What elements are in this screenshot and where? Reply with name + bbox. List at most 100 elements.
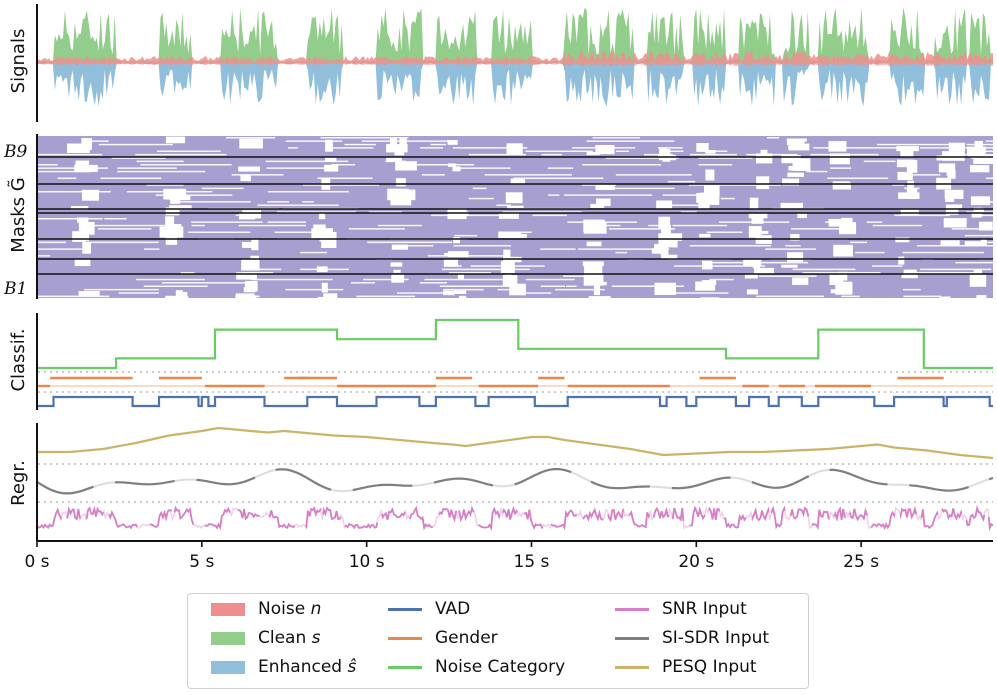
mask-streak bbox=[756, 295, 825, 298]
mask-patch bbox=[323, 293, 338, 306]
mask-streak bbox=[86, 224, 177, 227]
mask-patch bbox=[658, 233, 683, 241]
mask-patch bbox=[325, 157, 337, 162]
mask-patch bbox=[842, 222, 849, 228]
mask-patch bbox=[586, 152, 600, 156]
mask-streak bbox=[902, 251, 984, 254]
mask-patch bbox=[588, 296, 611, 300]
mask-patch bbox=[507, 205, 524, 210]
mask-streak bbox=[841, 295, 860, 298]
mask-streak bbox=[955, 261, 997, 264]
mask-patch bbox=[510, 178, 526, 184]
mask-streak bbox=[104, 218, 127, 220]
mask-streak bbox=[541, 153, 562, 156]
mask-streak bbox=[468, 153, 526, 156]
mask-patch bbox=[244, 281, 258, 292]
mask-streak bbox=[398, 164, 475, 166]
mask-streak bbox=[231, 174, 284, 176]
enhanced-swatch bbox=[211, 660, 245, 674]
mask-streak bbox=[753, 261, 808, 264]
mask-streak bbox=[792, 268, 856, 271]
axes-frame bbox=[36, 4, 993, 542]
mask-streak bbox=[468, 197, 494, 200]
mask-patch bbox=[389, 138, 397, 145]
mask-streak bbox=[540, 285, 565, 287]
mask-streak bbox=[983, 150, 997, 152]
mask-streak bbox=[548, 194, 560, 196]
mask-streak bbox=[191, 221, 263, 223]
x-axis: 0 s 5 s 10 s 15 s 20 s 25 s bbox=[24, 541, 879, 572]
mask-streak bbox=[348, 228, 405, 230]
mask-streak bbox=[363, 278, 409, 281]
mask-streak bbox=[674, 265, 765, 267]
mask-streak bbox=[689, 245, 771, 247]
mask-patch bbox=[498, 212, 519, 219]
mask-patch bbox=[976, 295, 987, 304]
mask-streak bbox=[688, 184, 781, 186]
masks-ylabel: Masks G̃ bbox=[8, 177, 29, 252]
mask-patch bbox=[169, 205, 192, 210]
mask-patch bbox=[390, 197, 412, 206]
mask-streak bbox=[670, 150, 684, 152]
mask-streak bbox=[98, 228, 152, 230]
mask-patch bbox=[251, 239, 259, 251]
mask-streak bbox=[98, 143, 173, 146]
mask-patch bbox=[240, 175, 251, 182]
mask-patch bbox=[509, 283, 526, 296]
mask-streak bbox=[317, 177, 373, 179]
mask-patch bbox=[748, 226, 762, 238]
mask-streak bbox=[136, 160, 184, 163]
mask-patch bbox=[250, 255, 259, 268]
mask-streak bbox=[226, 137, 276, 139]
mask-patch bbox=[705, 169, 715, 181]
mask-patch bbox=[900, 209, 919, 215]
mask-streak bbox=[592, 137, 640, 139]
mask-streak bbox=[472, 187, 487, 190]
mask-patch bbox=[395, 161, 417, 171]
mask-streak bbox=[100, 177, 162, 179]
mask-streak bbox=[419, 147, 444, 149]
mask-patch bbox=[81, 189, 99, 201]
mask-streak bbox=[662, 194, 697, 196]
mask-patch bbox=[165, 207, 180, 216]
legend-math-noise: n bbox=[310, 599, 322, 619]
mask-streak bbox=[964, 234, 997, 237]
mask-streak bbox=[267, 201, 290, 203]
mask-streak bbox=[443, 288, 484, 291]
mask-patch bbox=[659, 148, 667, 154]
mask-streak bbox=[245, 268, 282, 271]
legend-math-enhanced: ŝ bbox=[347, 657, 357, 677]
mask-patch bbox=[969, 274, 987, 287]
mask-streak bbox=[265, 160, 328, 163]
mask-streak bbox=[525, 150, 593, 152]
mask-streak bbox=[672, 292, 729, 294]
mask-patch bbox=[582, 261, 604, 267]
mask-patch bbox=[782, 178, 800, 186]
mask-patch bbox=[394, 151, 405, 156]
mask-patch bbox=[386, 144, 408, 153]
mask-streak bbox=[439, 285, 519, 287]
mask-streak bbox=[709, 278, 734, 281]
mask-streak bbox=[658, 147, 683, 149]
mask-patch bbox=[74, 259, 91, 267]
mask-patch bbox=[973, 154, 997, 164]
mask-streak bbox=[431, 214, 508, 217]
mask-streak bbox=[397, 292, 459, 294]
mask-streak bbox=[458, 167, 511, 169]
mask-streak bbox=[608, 228, 675, 230]
mask-streak bbox=[872, 224, 922, 227]
legend-item-pesq: PESQ Input bbox=[615, 657, 757, 677]
mask-streak bbox=[276, 211, 356, 213]
signals-ylabel: Signals bbox=[8, 29, 29, 94]
mask-streak bbox=[84, 288, 159, 291]
mask-patch bbox=[979, 221, 993, 231]
mask-patch bbox=[166, 138, 185, 144]
mask-patch bbox=[749, 197, 759, 209]
clean-area bbox=[37, 7, 993, 63]
x-tick-label: 0 s bbox=[24, 552, 49, 572]
mask-streak bbox=[300, 251, 327, 254]
mask-streak bbox=[238, 224, 306, 227]
legend-item-enhanced: Enhanced ŝ bbox=[211, 657, 356, 677]
mask-streak bbox=[698, 157, 753, 159]
legend-label-noise-category: Noise Category bbox=[435, 657, 566, 677]
